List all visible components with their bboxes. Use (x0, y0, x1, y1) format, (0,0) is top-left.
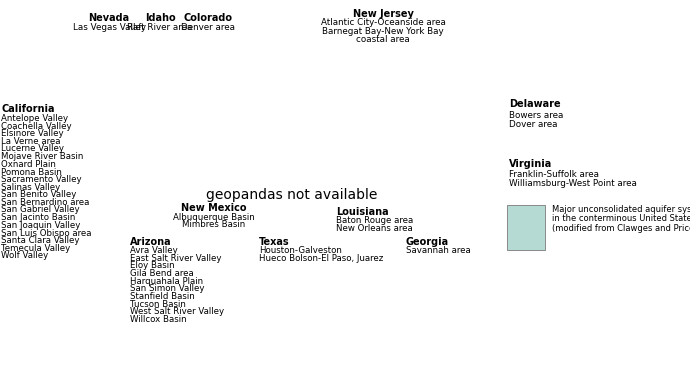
Text: (modified from Clawges and Price, 1999): (modified from Clawges and Price, 1999) (552, 224, 690, 233)
Text: Albuquerque Basin: Albuquerque Basin (173, 212, 255, 222)
Text: Louisiana: Louisiana (336, 207, 388, 217)
Text: Raft River area: Raft River area (128, 23, 193, 32)
Text: Atlantic City-Oceanside area: Atlantic City-Oceanside area (321, 18, 445, 27)
Text: Dover area: Dover area (509, 120, 558, 129)
Text: New Mexico: New Mexico (181, 203, 246, 213)
Text: coastal area: coastal area (356, 35, 410, 45)
Text: Tucson Basin: Tucson Basin (130, 300, 186, 309)
Text: Pomona Basin: Pomona Basin (1, 167, 62, 177)
Text: Temecula Valley: Temecula Valley (1, 244, 70, 253)
Text: San Jacinto Basin: San Jacinto Basin (1, 213, 76, 222)
Text: Elsinore Valley: Elsinore Valley (1, 129, 64, 138)
Text: Baton Rouge area: Baton Rouge area (336, 216, 413, 226)
Text: Santa Clara Valley: Santa Clara Valley (1, 236, 80, 245)
Text: Arizona: Arizona (130, 237, 171, 247)
Text: Denver area: Denver area (181, 23, 235, 32)
Text: Willcox Basin: Willcox Basin (130, 315, 186, 324)
Text: San Benito Valley: San Benito Valley (1, 190, 77, 199)
Text: Williamsburg-West Point area: Williamsburg-West Point area (509, 179, 637, 188)
Text: Houston-Galveston: Houston-Galveston (259, 246, 342, 255)
Text: Mimbres Basin: Mimbres Basin (182, 220, 246, 230)
Text: Colorado: Colorado (184, 13, 233, 23)
Text: Georgia: Georgia (406, 237, 448, 247)
Text: Lucerne Valley: Lucerne Valley (1, 144, 64, 154)
Text: Mojave River Basin: Mojave River Basin (1, 152, 83, 161)
Text: Oxnard Plain: Oxnard Plain (1, 160, 57, 169)
Text: Coachella Valley: Coachella Valley (1, 122, 72, 131)
Text: Nevada: Nevada (88, 13, 130, 23)
Text: San Simon Valley: San Simon Valley (130, 284, 204, 294)
Text: Sacramento Valley: Sacramento Valley (1, 175, 82, 184)
Text: San Luis Obispo area: San Luis Obispo area (1, 228, 92, 238)
Text: Wolf Valley: Wolf Valley (1, 251, 48, 260)
Text: Hueco Bolson-El Paso, Juarez: Hueco Bolson-El Paso, Juarez (259, 254, 383, 263)
Text: Delaware: Delaware (509, 99, 561, 109)
Text: West Salt River Valley: West Salt River Valley (130, 307, 224, 316)
Bar (507, 205, 544, 250)
Text: New Orleans area: New Orleans area (336, 224, 413, 233)
Text: in the conterminous United States: in the conterminous United States (552, 214, 690, 224)
Text: Virginia: Virginia (509, 159, 553, 169)
Text: San Bernardino area: San Bernardino area (1, 198, 90, 207)
Text: Franklin-Suffolk area: Franklin-Suffolk area (509, 170, 600, 179)
Text: Gila Bend area: Gila Bend area (130, 269, 193, 278)
Text: Bowers area: Bowers area (509, 111, 564, 120)
Text: New Jersey: New Jersey (353, 9, 413, 19)
Text: Savannah area: Savannah area (406, 246, 471, 255)
Text: Antelope Valley: Antelope Valley (1, 114, 68, 123)
Text: Avra Valley: Avra Valley (130, 246, 177, 255)
Text: Barnegat Bay-New York Bay: Barnegat Bay-New York Bay (322, 27, 444, 36)
Text: La Verne area: La Verne area (1, 137, 61, 146)
Text: Idaho: Idaho (145, 13, 175, 23)
Text: Las Vegas Valley: Las Vegas Valley (72, 23, 146, 32)
Text: East Salt River Valley: East Salt River Valley (130, 254, 221, 263)
Text: Harquahala Plain: Harquahala Plain (130, 276, 203, 286)
Text: geopandas not available: geopandas not available (206, 188, 377, 203)
Text: Major unconsolidated aquifer systems: Major unconsolidated aquifer systems (552, 204, 690, 214)
Text: Stanfield Basin: Stanfield Basin (130, 292, 195, 301)
Text: Texas: Texas (259, 237, 289, 247)
Text: California: California (1, 104, 55, 115)
Text: Salinas Valley: Salinas Valley (1, 183, 61, 192)
Text: Eloy Basin: Eloy Basin (130, 261, 175, 271)
Text: San Joaquin Valley: San Joaquin Valley (1, 221, 81, 230)
Text: San Gabriel Valley: San Gabriel Valley (1, 205, 80, 215)
